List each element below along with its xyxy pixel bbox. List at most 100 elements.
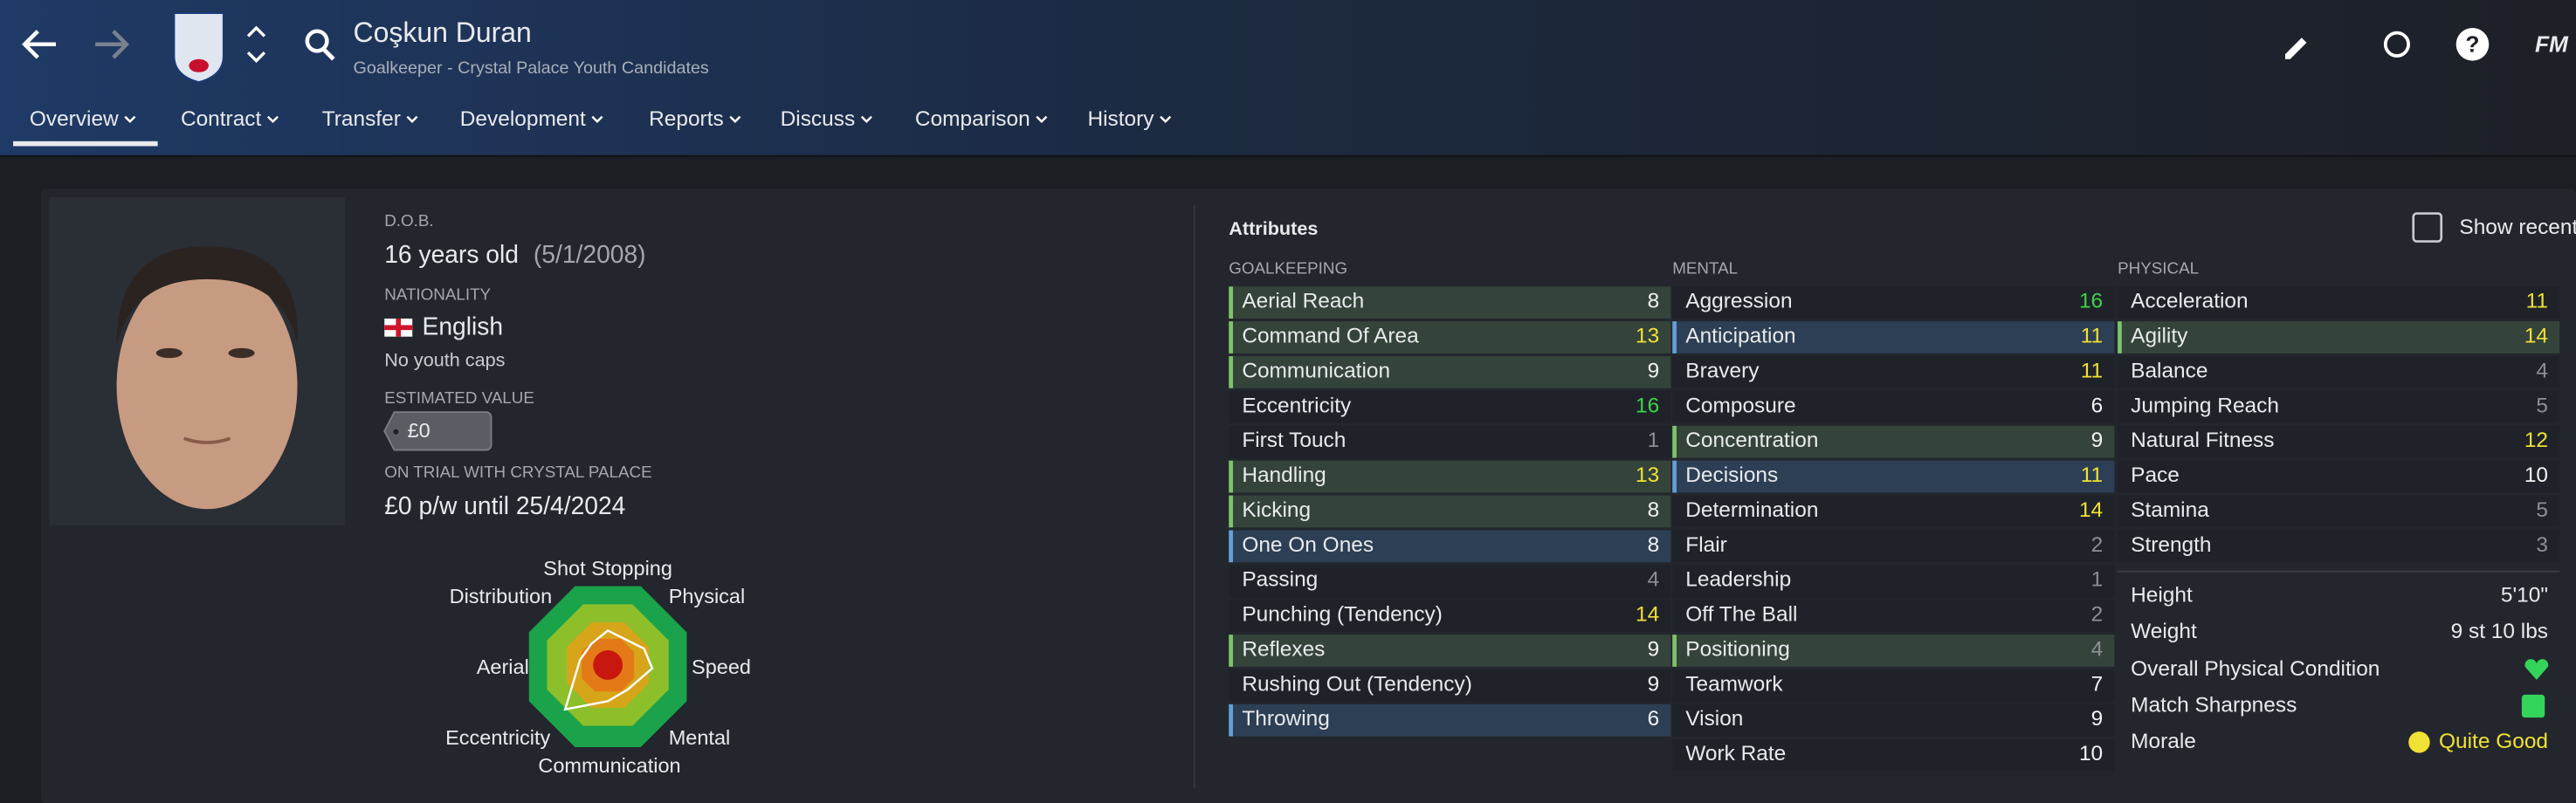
- attribute-name: Acceleration: [2131, 290, 2248, 313]
- globe-button[interactable]: [2383, 31, 2410, 58]
- attribute-row: [1229, 669, 1671, 702]
- attribute-row: [1229, 390, 1671, 423]
- attribute-highlight: [1229, 495, 1233, 528]
- attributes-grid: GOALKEEPING Aerial Reach 8 Command Of Area 1…: [1229, 259, 2560, 772]
- back-button[interactable]: [22, 30, 56, 59]
- tab-chevron: [406, 115, 418, 123]
- attribute-value: 2: [2091, 533, 2104, 557]
- attribute-name: Agility: [2131, 325, 2188, 348]
- attribute-value: 14: [2524, 325, 2548, 348]
- attribute-value: 2: [2091, 603, 2104, 627]
- attribute-value: 8: [1648, 290, 1660, 313]
- show-recent-checkbox[interactable]: [2412, 212, 2443, 243]
- attribute-name: Vision: [1685, 707, 1743, 731]
- attribute-highlight: [1229, 356, 1233, 388]
- attribute-name: Rushing Out (Tendency): [1242, 672, 1472, 696]
- attribute-name: Determination: [1685, 498, 1818, 522]
- youth-caps: No youth caps: [384, 349, 505, 371]
- attribute-name: Pace: [2131, 463, 2180, 487]
- tab[interactable]: Transfer: [322, 107, 401, 131]
- player-switcher[interactable]: [246, 25, 266, 64]
- tab-chevron: [1160, 115, 1172, 123]
- value-tag: [383, 411, 492, 451]
- attribute-name: Balance: [2131, 359, 2208, 382]
- attribute-name: Composure: [1685, 394, 1795, 417]
- attribute-name: Punching (Tendency): [1242, 603, 1443, 627]
- attribute-row: [2118, 425, 2560, 458]
- attribute-value: 7: [2091, 672, 2104, 696]
- attribute-row: [2118, 286, 2560, 319]
- flag-cross: [384, 325, 413, 331]
- attribute-value: 9: [2091, 707, 2104, 731]
- attribute-value: 1: [2091, 568, 2104, 592]
- attribute-row: [2118, 495, 2560, 528]
- tab[interactable]: Development: [460, 107, 586, 131]
- attribute-value: 10: [2079, 742, 2103, 765]
- attribute-row: [1672, 600, 2115, 632]
- attribute-row: [1229, 495, 1671, 528]
- attribute-highlight: [1229, 703, 1233, 737]
- radar-chart: Shot Stopping Physical Speed Mental Communic…: [445, 557, 751, 777]
- radar-core: [593, 650, 623, 680]
- attribute-name: Kicking: [1242, 498, 1311, 522]
- attribute-value: 4: [2091, 637, 2104, 661]
- attribute-row: [1229, 703, 1671, 737]
- tab[interactable]: Discuss: [781, 107, 856, 131]
- attribute-value: 14: [1636, 603, 1659, 627]
- search-button[interactable]: [305, 29, 329, 53]
- attribute-name: Communication: [1242, 359, 1390, 382]
- dob-date: (5/1/2008): [534, 240, 646, 268]
- attribute-name: Leadership: [1685, 568, 1791, 592]
- tab[interactable]: Reports: [649, 107, 724, 131]
- club-crest[interactable]: [173, 12, 224, 84]
- tab[interactable]: Comparison: [915, 107, 1030, 131]
- attribute-row: [1229, 425, 1671, 458]
- value: £0: [408, 419, 430, 442]
- attribute-value: 9: [1648, 359, 1660, 382]
- attribute-name: Command Of Area: [1242, 325, 1419, 348]
- mouth: [183, 436, 231, 444]
- attribute-value: 4: [1648, 568, 1660, 592]
- brand-button[interactable]: FM: [2535, 31, 2569, 58]
- attribute-highlight: [2118, 321, 2122, 353]
- edit-button[interactable]: [2284, 38, 2307, 59]
- show-recent-label[interactable]: Show recent: [2459, 216, 2576, 239]
- radar-label: Mental: [669, 726, 731, 749]
- search-handle: [321, 47, 335, 61]
- attribute-name: Decisions: [1685, 463, 1778, 487]
- attribute-highlight: [1229, 286, 1233, 319]
- attribute-value: 5: [2536, 394, 2548, 417]
- header: [0, 0, 2576, 156]
- attribute-name: Bravery: [1685, 359, 1760, 382]
- attribute-value: 16: [2079, 290, 2103, 313]
- info-name: Overall Physical Condition: [2131, 657, 2380, 681]
- help-button[interactable]: [2455, 27, 2490, 61]
- tab[interactable]: Overview: [30, 107, 119, 131]
- attribute-name: Passing: [1242, 568, 1318, 592]
- nationality-label: NATIONALITY: [384, 285, 491, 304]
- attribute-highlight: [1672, 321, 1677, 353]
- tab[interactable]: History: [1087, 107, 1154, 131]
- attribute-value: 12: [2524, 429, 2548, 452]
- attribute-name: Teamwork: [1685, 672, 1783, 696]
- forward-button[interactable]: [95, 30, 130, 59]
- tab[interactable]: Contract: [181, 107, 262, 131]
- tag-hole: [393, 429, 399, 435]
- portrait: [116, 246, 298, 510]
- eye: [228, 347, 255, 359]
- attribute-value: 11: [2081, 463, 2103, 487]
- tab-chevron: [1036, 115, 1048, 123]
- attributes-title: Attributes: [1229, 217, 1318, 239]
- eye: [155, 347, 183, 359]
- attribute-name: Natural Fitness: [2131, 429, 2274, 452]
- condition-heart: [2524, 659, 2549, 680]
- attribute-value: 11: [2081, 359, 2103, 382]
- attribute-row: [1672, 669, 2115, 702]
- radar-label: Distribution: [450, 585, 553, 607]
- attribute-value: 8: [1648, 498, 1660, 522]
- radar-label: Eccentricity: [445, 726, 550, 749]
- attribute-highlight: [1672, 635, 1677, 667]
- radar-shape: [563, 629, 654, 711]
- attribute-value: 9: [1648, 637, 1660, 661]
